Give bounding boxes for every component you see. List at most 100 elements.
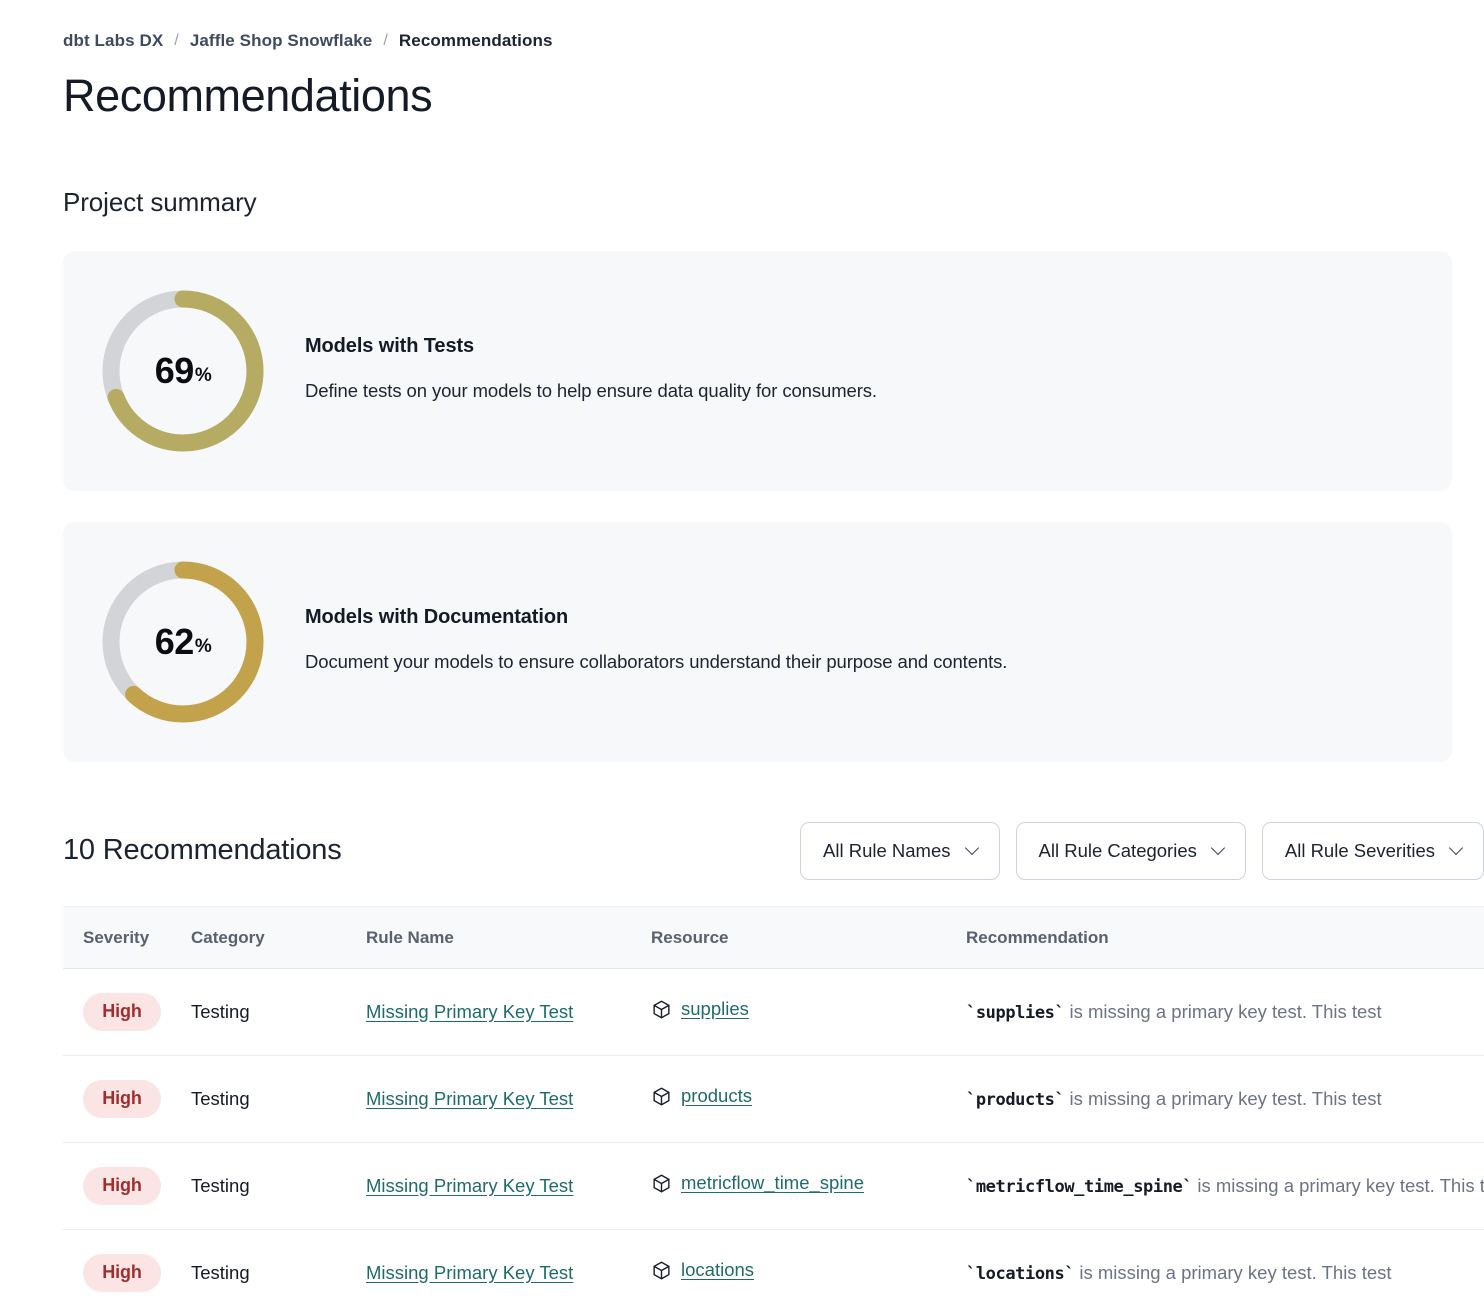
- breadcrumb-item-current: Recommendations: [398, 31, 553, 50]
- summary-card-body: Models with Documentation Document your …: [305, 606, 1007, 677]
- donut-value-models-with-documentation: 62%: [101, 560, 265, 724]
- table-row[interactable]: High Testing Missing Primary Key Test suppl…: [63, 968, 1484, 1056]
- resource-name[interactable]: locations: [681, 1259, 755, 1281]
- cell-resource: products: [651, 1055, 966, 1143]
- breadcrumb-item-org[interactable]: dbt Labs DX: [63, 31, 164, 50]
- cell-severity: High: [63, 968, 191, 1056]
- breadcrumb-separator: /: [383, 32, 388, 49]
- summary-card-title: Models with Documentation: [305, 606, 569, 628]
- donut-value-unit: %: [194, 364, 212, 386]
- cell-rule-name: Missing Primary Key Test: [366, 1055, 651, 1143]
- resource-link[interactable]: metricflow_time_spine: [651, 1172, 864, 1194]
- donut-value-unit: %: [194, 635, 212, 657]
- recommendations-table-wrapper: Severity Category Rule Name Resource Rec…: [63, 905, 1484, 1316]
- status-badge: High: [83, 1166, 161, 1205]
- cell-rule-name: Missing Primary Key Test: [366, 1229, 651, 1316]
- filters-group: All Rule Names All Rule Categories All R…: [800, 821, 1484, 880]
- cube-icon: [651, 1086, 672, 1107]
- donut-value-number: 62: [154, 620, 195, 662]
- recommendation-code: `locations`: [966, 1263, 1075, 1284]
- resource-name[interactable]: supplies: [681, 998, 749, 1020]
- rule-name-link[interactable]: Missing Primary Key Test: [366, 1261, 574, 1283]
- cell-rule-name: Missing Primary Key Test: [366, 968, 651, 1056]
- cell-severity: High: [63, 1142, 191, 1230]
- cell-rule-name: Missing Primary Key Test: [366, 1142, 651, 1230]
- chevron-down-icon: [1451, 843, 1463, 855]
- summary-card-title: Models with Tests: [305, 335, 475, 357]
- rule-name-link[interactable]: Missing Primary Key Test: [366, 1174, 574, 1196]
- rule-name-link[interactable]: Missing Primary Key Test: [366, 1000, 574, 1022]
- status-badge: High: [83, 992, 161, 1031]
- cell-category: Testing: [191, 1142, 366, 1230]
- cell-category: Testing: [191, 1055, 366, 1143]
- cell-recommendation: `metricflow_time_spine` is missing a pri…: [966, 1142, 1484, 1230]
- recommendation-text: `metricflow_time_spine` is missing a pri…: [966, 1174, 1484, 1197]
- filter-rule-severities-label: All Rule Severities: [1284, 839, 1435, 861]
- table-row[interactable]: High Testing Missing Primary Key Test produ…: [63, 1055, 1484, 1143]
- cell-recommendation: `supplies` is missing a primary key test…: [966, 968, 1484, 1056]
- table-row[interactable]: High Testing Missing Primary Key Test metri…: [63, 1142, 1484, 1230]
- cell-severity: High: [63, 1055, 191, 1143]
- status-badge: High: [83, 1253, 161, 1292]
- summary-card-description: Document your models to ensure collabora…: [305, 651, 1008, 672]
- cell-recommendation: `locations` is missing a primary key tes…: [966, 1229, 1484, 1316]
- recommendations-table: Severity Category Rule Name Resource Rec…: [63, 905, 1484, 1316]
- table-row[interactable]: High Testing Missing Primary Key Test locat…: [63, 1229, 1484, 1316]
- resource-name[interactable]: metricflow_time_spine: [681, 1172, 865, 1194]
- recommendation-text: `supplies` is missing a primary key test…: [966, 1000, 1382, 1023]
- chevron-down-icon: [967, 843, 979, 855]
- cell-resource: supplies: [651, 968, 966, 1056]
- recommendation-code: `supplies`: [966, 1002, 1065, 1023]
- section-heading-project-summary: Project summary: [63, 186, 257, 217]
- cell-resource: locations: [651, 1229, 966, 1316]
- recommendation-code: `metricflow_time_spine`: [966, 1176, 1193, 1197]
- donut-value-number: 69: [154, 349, 195, 391]
- cell-recommendation: `products` is missing a primary key test…: [966, 1055, 1484, 1143]
- summary-card-description: Define tests on your models to help ensu…: [305, 380, 877, 401]
- breadcrumb: dbt Labs DX / Jaffle Shop Snowflake / Re…: [0, 0, 1484, 51]
- column-header-recommendation[interactable]: Recommendation: [966, 905, 1484, 969]
- table-header-row: Severity Category Rule Name Resource Rec…: [63, 905, 1484, 969]
- resource-link[interactable]: locations: [651, 1259, 754, 1281]
- filter-rule-categories-label: All Rule Categories: [1038, 839, 1197, 861]
- page-title: Recommendations: [63, 70, 433, 121]
- resource-link[interactable]: products: [651, 1085, 752, 1107]
- filter-rule-categories[interactable]: All Rule Categories: [1015, 821, 1246, 880]
- summary-card-models-with-documentation: 62% Models with Documentation Document y…: [63, 521, 1452, 762]
- cube-icon: [651, 999, 672, 1020]
- rule-name-link[interactable]: Missing Primary Key Test: [366, 1087, 574, 1109]
- cube-icon: [651, 1260, 672, 1281]
- column-header-rule-name[interactable]: Rule Name: [366, 905, 651, 969]
- recommendation-text: `locations` is missing a primary key tes…: [966, 1261, 1392, 1284]
- breadcrumb-item-project[interactable]: Jaffle Shop Snowflake: [189, 31, 373, 50]
- recommendation-code: `products`: [966, 1089, 1065, 1110]
- column-header-resource[interactable]: Resource: [651, 905, 966, 969]
- summary-cards: 69% Models with Tests Define tests on yo…: [63, 250, 1452, 762]
- filter-rule-names-label: All Rule Names: [823, 839, 951, 861]
- cell-category: Testing: [191, 968, 366, 1056]
- column-header-severity[interactable]: Severity: [63, 905, 191, 969]
- chevron-down-icon: [1213, 843, 1225, 855]
- table-toolbar: 10 Recommendations All Rule Names All Ru…: [63, 821, 1484, 880]
- column-header-category[interactable]: Category: [191, 905, 366, 969]
- cell-resource: metricflow_time_spine: [651, 1142, 966, 1230]
- resource-link[interactable]: supplies: [651, 998, 749, 1020]
- summary-card-models-with-tests: 69% Models with Tests Define tests on yo…: [63, 250, 1452, 491]
- summary-card-body: Models with Tests Define tests on your m…: [305, 335, 877, 406]
- cell-category: Testing: [191, 1229, 366, 1316]
- table-header: Severity Category Rule Name Resource Rec…: [63, 905, 1484, 969]
- breadcrumb-separator: /: [174, 32, 179, 49]
- table-body: High Testing Missing Primary Key Test suppl…: [63, 968, 1484, 1316]
- status-badge: High: [83, 1079, 161, 1118]
- recommendation-text: `products` is missing a primary key test…: [966, 1087, 1382, 1110]
- donut-chart-models-with-documentation: 62%: [101, 560, 265, 724]
- cube-icon: [651, 1173, 672, 1194]
- filter-rule-names[interactable]: All Rule Names: [800, 821, 1000, 880]
- cell-severity: High: [63, 1229, 191, 1316]
- donut-chart-models-with-tests: 69%: [101, 289, 265, 453]
- recommendations-count-heading: 10 Recommendations: [63, 834, 342, 866]
- filter-rule-severities[interactable]: All Rule Severities: [1261, 821, 1484, 880]
- donut-value-models-with-tests: 69%: [101, 289, 265, 453]
- resource-name[interactable]: products: [681, 1085, 752, 1107]
